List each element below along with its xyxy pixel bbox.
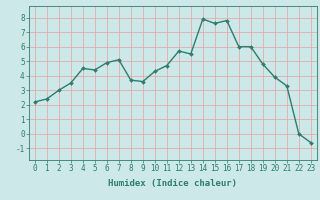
X-axis label: Humidex (Indice chaleur): Humidex (Indice chaleur) xyxy=(108,179,237,188)
